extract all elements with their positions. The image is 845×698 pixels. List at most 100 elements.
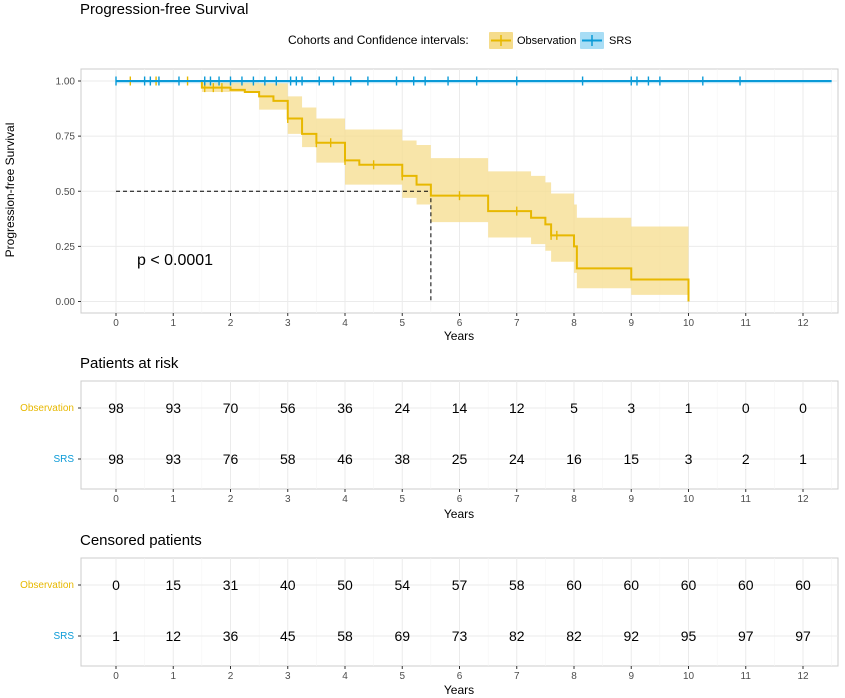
- risk-value-srs: 46: [337, 451, 353, 467]
- risk-value-srs: 15: [623, 451, 639, 467]
- risk-panel: 98 93 70 56 36 24 14 12 5 3 1 0 098 93 76 58 46 38 25 24 16 1…: [78, 380, 839, 505]
- censor-value-srs: 95: [681, 628, 697, 644]
- censor-value-srs: 69: [394, 628, 410, 644]
- km-ytick-label: 0.00: [56, 297, 76, 308]
- legend: Cohorts and Confidence intervals: Observ…: [288, 32, 632, 49]
- censor-xlabel: Years: [444, 683, 474, 697]
- risk-value-observation: 0: [742, 400, 750, 416]
- legend-label-observation: Observation: [517, 35, 576, 47]
- censor-value-srs: 36: [223, 628, 239, 644]
- risk-value-observation: 1: [685, 400, 693, 416]
- legend-key-observation: [489, 32, 513, 49]
- censor-value-observation: 60: [566, 577, 582, 593]
- risk-value-observation: 98: [108, 400, 124, 416]
- km-xtick-label: 12: [797, 318, 809, 329]
- km-ytick-label: 0.75: [56, 132, 76, 143]
- risk-value-srs: 25: [452, 451, 468, 467]
- risk-value-observation: 12: [509, 400, 525, 416]
- risk-value-srs: 3: [685, 451, 693, 467]
- risk-xtick-label: 7: [514, 494, 520, 505]
- risk-value-srs: 24: [509, 451, 525, 467]
- censor-value-srs: 58: [337, 628, 353, 644]
- km-xtick-label: 5: [399, 318, 405, 329]
- risk-xtick-label: 3: [285, 494, 291, 505]
- censor-table: Censored patients 0 15 31 40 50 54 57 58 60 60 60 6…: [20, 532, 839, 697]
- censor-row-label-observation: Observation: [20, 580, 74, 591]
- censor-xtick-label: 11: [741, 671, 752, 682]
- risk-title: Patients at risk: [80, 355, 179, 372]
- km-ytick-label: 1.00: [56, 77, 76, 88]
- risk-xtick-label: 6: [457, 494, 463, 505]
- km-xlabel: Years: [444, 329, 474, 343]
- censor-value-srs: 73: [452, 628, 468, 644]
- risk-xtick-label: 8: [571, 494, 577, 505]
- censor-xtick-label: 5: [399, 671, 405, 682]
- censor-xtick-label: 2: [228, 671, 234, 682]
- censor-xtick-label: 3: [285, 671, 291, 682]
- km-curve-observation: [116, 80, 690, 302]
- censor-value-srs: 82: [566, 628, 582, 644]
- risk-value-observation: 3: [627, 400, 635, 416]
- km-xtick-label: 4: [342, 318, 348, 329]
- risk-value-srs: 16: [566, 451, 582, 467]
- censor-xtick-label: 7: [514, 671, 520, 682]
- risk-value-observation: 5: [570, 400, 578, 416]
- risk-value-observation: 56: [280, 400, 296, 416]
- risk-xtick-label: 1: [170, 494, 176, 505]
- km-xtick-label: 6: [457, 318, 463, 329]
- km-xtick-label: 3: [285, 318, 291, 329]
- risk-value-srs: 2: [742, 451, 750, 467]
- censor-xtick-label: 6: [457, 671, 463, 682]
- km-xtick-label: 10: [683, 318, 695, 329]
- censor-value-observation: 58: [509, 577, 525, 593]
- km-ylabel: Progression-free Survival: [3, 123, 17, 258]
- censor-value-observation: 57: [452, 577, 468, 593]
- risk-value-srs: 38: [394, 451, 410, 467]
- censor-value-observation: 50: [337, 577, 353, 593]
- km-ytick-label: 0.25: [56, 242, 76, 253]
- risk-row-label-srs: SRS: [53, 454, 74, 465]
- risk-xtick-label: 9: [628, 494, 634, 505]
- censor-value-srs: 97: [795, 628, 811, 644]
- censor-value-srs: 12: [165, 628, 181, 644]
- risk-value-srs: 93: [165, 451, 181, 467]
- km-plot: Progression-free Survival Cohorts and Co…: [3, 1, 839, 343]
- risk-xtick-label: 5: [399, 494, 405, 505]
- risk-value-observation: 93: [165, 400, 181, 416]
- censor-value-observation: 31: [223, 577, 239, 593]
- censor-xtick-label: 12: [797, 671, 809, 682]
- p-value-annotation: p < 0.0001: [137, 252, 213, 269]
- risk-xtick-label: 0: [113, 494, 119, 505]
- censor-xtick-label: 10: [683, 671, 695, 682]
- risk-xtick-label: 11: [741, 494, 752, 505]
- censor-value-observation: 60: [795, 577, 811, 593]
- ci-band-observation: [116, 81, 689, 302]
- censor-value-srs: 1: [112, 628, 120, 644]
- risk-value-srs: 98: [108, 451, 124, 467]
- legend-key-srs: [580, 32, 604, 49]
- censor-value-observation: 40: [280, 577, 296, 593]
- risk-value-srs: 76: [223, 451, 239, 467]
- km-xtick-label: 0: [113, 318, 119, 329]
- risk-xtick-label: 4: [342, 494, 348, 505]
- risk-xtick-label: 2: [228, 494, 234, 505]
- censor-value-observation: 60: [681, 577, 697, 593]
- km-xtick-label: 11: [741, 318, 752, 329]
- risk-value-srs: 1: [799, 451, 807, 467]
- censor-xtick-label: 0: [113, 671, 119, 682]
- censor-value-srs: 45: [280, 628, 296, 644]
- censor-value-observation: 54: [394, 577, 410, 593]
- risk-xtick-label: 12: [797, 494, 809, 505]
- km-xtick-label: 1: [170, 318, 176, 329]
- km-xtick-label: 8: [571, 318, 577, 329]
- censor-row-label-srs: SRS: [53, 631, 74, 642]
- censor-value-srs: 97: [738, 628, 754, 644]
- km-title: Progression-free Survival: [80, 1, 248, 18]
- risk-value-observation: 0: [799, 400, 807, 416]
- censor-value-srs: 92: [623, 628, 639, 644]
- risk-value-observation: 36: [337, 400, 353, 416]
- censor-xtick-label: 8: [571, 671, 577, 682]
- risk-row-label-observation: Observation: [20, 403, 74, 414]
- km-panel: 0 1 2 3 4 5 6 7 8 9 10 11 120.000.250.500.751.00: [56, 68, 839, 329]
- censor-value-observation: 0: [112, 577, 120, 593]
